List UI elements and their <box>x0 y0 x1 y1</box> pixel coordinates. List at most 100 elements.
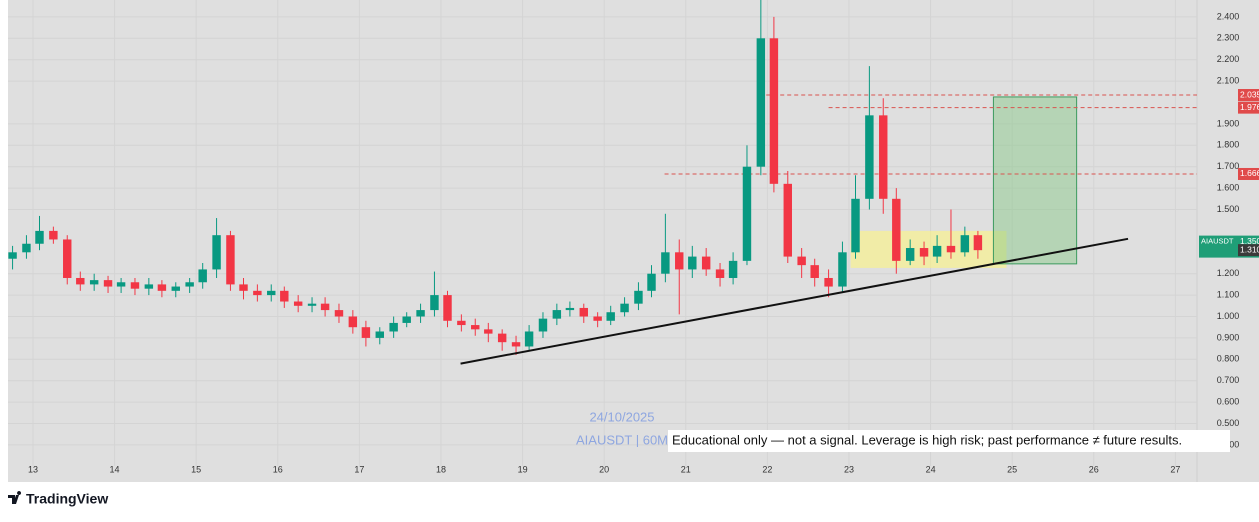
level-tag <box>1238 89 1259 102</box>
candle-body <box>212 235 221 270</box>
candle-body <box>361 327 371 338</box>
y-tick-label: 1.900 <box>1217 118 1240 128</box>
candle-body <box>973 235 983 251</box>
candle-body <box>116 282 126 287</box>
candle-body <box>824 277 833 287</box>
x-tick-label: 23 <box>844 464 854 474</box>
y-tick-label: 0.900 <box>1217 332 1240 342</box>
candle-body <box>688 256 697 270</box>
y-tick-label: 1.200 <box>1217 268 1240 278</box>
candle-body <box>756 38 766 167</box>
brand: TradingView <box>26 491 108 507</box>
candle-body <box>226 235 235 285</box>
candle-body <box>130 282 140 289</box>
candle-body <box>471 325 480 330</box>
candle-body <box>63 239 72 278</box>
y-tick-label: 1.000 <box>1217 311 1240 321</box>
x-tick-label: 25 <box>1007 464 1017 474</box>
prev-price-label: 1.310 <box>1240 244 1259 254</box>
candle-body <box>8 252 17 259</box>
level-label: 1.666 <box>1240 168 1259 178</box>
candle-body <box>932 245 942 257</box>
x-tick-label: 18 <box>436 464 446 474</box>
candle-body <box>960 235 970 253</box>
prev-price-tag <box>1238 244 1259 257</box>
x-tick-label: 17 <box>354 464 364 474</box>
candle-body <box>579 307 588 317</box>
candle-body <box>715 269 725 278</box>
watermark-symbol: AIAUSDT | 60M <box>576 432 668 447</box>
candle-body <box>593 316 602 321</box>
candle-body <box>198 269 207 283</box>
plot: 0.4000.5000.6000.7000.8000.9001.0001.100… <box>8 0 1259 474</box>
x-tick-label: 27 <box>1170 464 1180 474</box>
disclaimer-box <box>668 430 1230 452</box>
symbol-tag: AIAUSDT <box>1201 237 1234 246</box>
candle-body <box>565 307 575 311</box>
candle-body <box>334 310 344 317</box>
level-label: 2.035 <box>1240 89 1259 99</box>
last-price-label: 1.350 <box>1240 236 1259 246</box>
candle-body <box>851 198 860 253</box>
y-tick-label: 0.600 <box>1217 396 1240 406</box>
y-tick-label: 1.600 <box>1217 182 1240 192</box>
candle-body <box>185 282 194 287</box>
candle-body <box>430 295 439 311</box>
x-tick-label: 16 <box>273 464 283 474</box>
x-tick-label: 26 <box>1089 464 1099 474</box>
y-tick-label: 0.700 <box>1217 375 1240 385</box>
target-box <box>992 96 1078 265</box>
level-tag <box>1238 167 1259 180</box>
candle-body <box>443 295 452 321</box>
level-tag <box>1238 101 1259 114</box>
candle-body <box>103 280 113 287</box>
candle-body <box>783 183 792 257</box>
candle-body <box>348 316 358 328</box>
candle-body <box>742 166 752 261</box>
candle-body <box>157 284 167 291</box>
watermark-date: 24/10/2025 <box>589 409 654 424</box>
candle-body <box>171 286 180 291</box>
candle-body <box>905 248 915 261</box>
y-tick-label: 1.800 <box>1217 140 1240 150</box>
candle-body <box>879 115 888 199</box>
y-tick-label: 0.500 <box>1217 418 1240 428</box>
candle-body <box>375 331 384 338</box>
range-box <box>850 230 1007 268</box>
candle-body <box>769 38 779 184</box>
candle-body <box>919 248 929 257</box>
candle-body <box>89 280 99 285</box>
y-tick-label: 0.800 <box>1217 354 1240 364</box>
candle-body <box>946 245 956 253</box>
y-tick-label: 2.100 <box>1217 75 1240 85</box>
y-tick-label: 1.500 <box>1217 204 1240 214</box>
disclaimer: Educational only — not a signal. Leverag… <box>672 432 1182 447</box>
candle-body <box>810 265 819 278</box>
x-tick-label: 20 <box>599 464 609 474</box>
candle-body <box>22 243 31 253</box>
candle-body <box>307 303 317 306</box>
candle-body <box>838 252 847 287</box>
candle-body <box>675 252 684 270</box>
candle-body <box>49 230 58 240</box>
candle-body <box>457 320 466 326</box>
candle-body <box>524 331 534 347</box>
y-tick-label: 1.100 <box>1217 289 1240 299</box>
y-tick-label: 2.400 <box>1217 11 1240 21</box>
candle-body <box>76 277 85 285</box>
candle-body <box>320 303 330 311</box>
x-tick-label: 19 <box>518 464 528 474</box>
x-tick-label: 13 <box>28 464 38 474</box>
candle-body <box>661 252 670 274</box>
candle-body <box>389 322 398 332</box>
x-tick-label: 21 <box>681 464 691 474</box>
candle-body <box>511 342 521 347</box>
x-tick-label: 14 <box>110 464 120 474</box>
candle-body <box>620 303 629 313</box>
candle-body <box>253 290 262 296</box>
y-tick-label: 1.700 <box>1217 161 1240 171</box>
y-tick-label: 2.200 <box>1217 54 1240 64</box>
candle-body <box>402 316 411 323</box>
candle-body <box>892 198 901 261</box>
